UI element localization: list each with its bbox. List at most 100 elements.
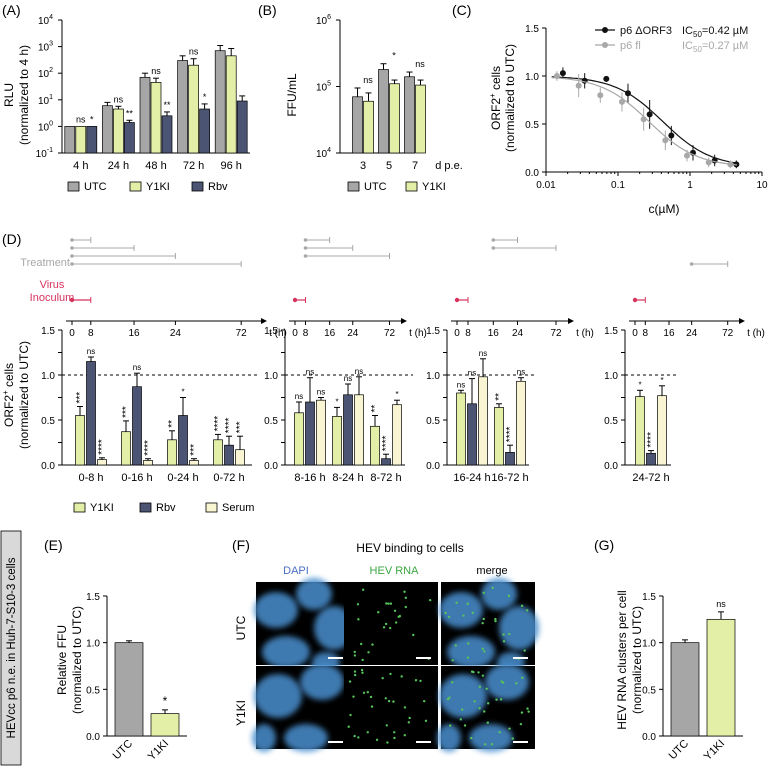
d-ytick-label: 1.0 xyxy=(264,371,278,382)
d-ytick-label: 0.0 xyxy=(41,461,55,472)
timeline-tick-label: 8 xyxy=(465,328,471,339)
f-hev-dot xyxy=(527,710,530,713)
ytick-label: 1.0 xyxy=(86,639,100,650)
d-bar xyxy=(657,395,667,466)
f-hev-dot xyxy=(526,707,529,710)
a-ytick-label: 102 xyxy=(38,67,53,80)
f-hev-dot xyxy=(352,695,355,698)
d-bar xyxy=(75,415,85,466)
f-hev-dot xyxy=(467,642,470,645)
a-bar xyxy=(86,126,98,154)
a-ytick-label: 101 xyxy=(38,94,53,107)
c-point xyxy=(727,161,734,168)
f-nucleus xyxy=(284,724,328,752)
d-ytick-label: 1.0 xyxy=(604,371,618,382)
f-tile-r1-c1 xyxy=(344,666,438,749)
timeline-treat-start xyxy=(70,254,74,258)
f-nucleus xyxy=(499,606,539,650)
f-hev-dot xyxy=(459,718,463,721)
f-hev-dot xyxy=(499,698,503,701)
a-xtick-label: 48 h xyxy=(145,160,166,172)
chart-g-ylabel: HEV RNA clusters per cell xyxy=(615,590,629,729)
f-hev-dot xyxy=(369,695,373,699)
d-xtick-label: 16-72 h xyxy=(491,472,528,484)
d-bar xyxy=(635,396,645,466)
chart-c-ylabel-main: ORF2 xyxy=(489,98,503,130)
f-hev-dot xyxy=(400,675,403,678)
d-bar xyxy=(316,399,326,466)
f-hev-dot xyxy=(520,604,524,608)
a-bar xyxy=(64,126,76,154)
a-bar xyxy=(161,115,173,154)
f-hev-dot xyxy=(392,700,395,703)
a-sig: ns xyxy=(114,94,124,104)
timeline-tick-label: 16 xyxy=(663,328,675,339)
a-legend-label: Rbv xyxy=(208,181,228,193)
d-ytick-label: 1.0 xyxy=(41,371,55,382)
d-legend-label: Serum xyxy=(222,502,254,514)
f-hev-dot xyxy=(507,594,511,598)
d-sig: ns xyxy=(306,368,314,377)
f-col-hev: HEV RNA xyxy=(370,565,420,577)
timeline-virus-label: Virus xyxy=(40,279,65,291)
f-hev-dot xyxy=(419,679,422,683)
bar xyxy=(706,618,736,737)
timeline-treat-start xyxy=(689,262,694,266)
d-bar xyxy=(494,407,504,466)
b-ytick-label-base: 10 xyxy=(316,83,328,94)
d-bar xyxy=(189,460,199,466)
d-xtick-label: 16-24 h xyxy=(453,472,490,484)
f-hev-dot xyxy=(491,586,494,590)
timeline-tick-label: 24 xyxy=(347,328,359,339)
timeline-treat-start xyxy=(303,254,308,258)
f-nucleus xyxy=(262,636,310,668)
f-hev-dot xyxy=(485,687,488,690)
d-sig: * xyxy=(335,397,338,406)
f-hev-dot xyxy=(521,676,524,680)
chart-d-ylabel-tail: cells xyxy=(2,363,16,390)
f-hev-dot xyxy=(470,736,473,740)
f-hev-dot xyxy=(362,691,366,695)
a-ytick-label: 10-1 xyxy=(36,147,53,160)
ytick-label: 0.0 xyxy=(642,732,656,743)
b-sig: ns xyxy=(363,75,373,85)
f-hev-dot xyxy=(392,731,396,734)
a-sig: ** xyxy=(126,108,134,118)
timeline-tick-label: 24 xyxy=(686,328,698,339)
a-bar xyxy=(188,64,199,154)
chart-a-ylabel2: (normalized to 4 h) xyxy=(17,45,31,145)
a-bar xyxy=(139,76,151,154)
f-hev-dot xyxy=(482,591,485,594)
c-point xyxy=(640,116,647,123)
b-bar xyxy=(404,76,415,154)
c-legend-ic50: IC xyxy=(682,40,693,52)
f-hev-dot xyxy=(477,671,480,674)
a-bar xyxy=(177,60,188,154)
timeline-treat-start xyxy=(303,246,308,250)
d-bar xyxy=(294,412,304,466)
d-xtick-label: 0-72 h xyxy=(213,472,244,484)
d-sig: ** xyxy=(167,420,178,428)
f-hev-dot xyxy=(486,721,489,724)
timeline-tick-label: 72 xyxy=(236,328,248,339)
a-ytick-label: 104 xyxy=(38,14,53,27)
b-xtick-label: 7 xyxy=(412,160,418,172)
f-hev-dot xyxy=(370,705,374,708)
d-bar xyxy=(354,394,364,466)
f-nucleus xyxy=(447,636,495,668)
f-hev-dot xyxy=(407,721,411,724)
f-hev-dot xyxy=(482,617,485,621)
d-sig: ns xyxy=(355,367,363,376)
f-hev-dot xyxy=(444,611,447,615)
f-hev-dot xyxy=(463,724,467,727)
f-hev-dot xyxy=(502,681,505,684)
chart-g: HEV RNA clusters per cell (normalized to… xyxy=(615,590,743,763)
f-hev-dot xyxy=(454,644,457,647)
b-sig: ns xyxy=(415,59,425,69)
chart-d-ylabel2: (normalized to UTC) xyxy=(17,341,31,449)
c-legend-ic50: IC50=0.27 µM xyxy=(682,40,748,54)
c-legend-marker xyxy=(602,27,608,33)
f-nucleus xyxy=(469,724,513,752)
f-title: HEV binding to cells xyxy=(356,541,463,555)
